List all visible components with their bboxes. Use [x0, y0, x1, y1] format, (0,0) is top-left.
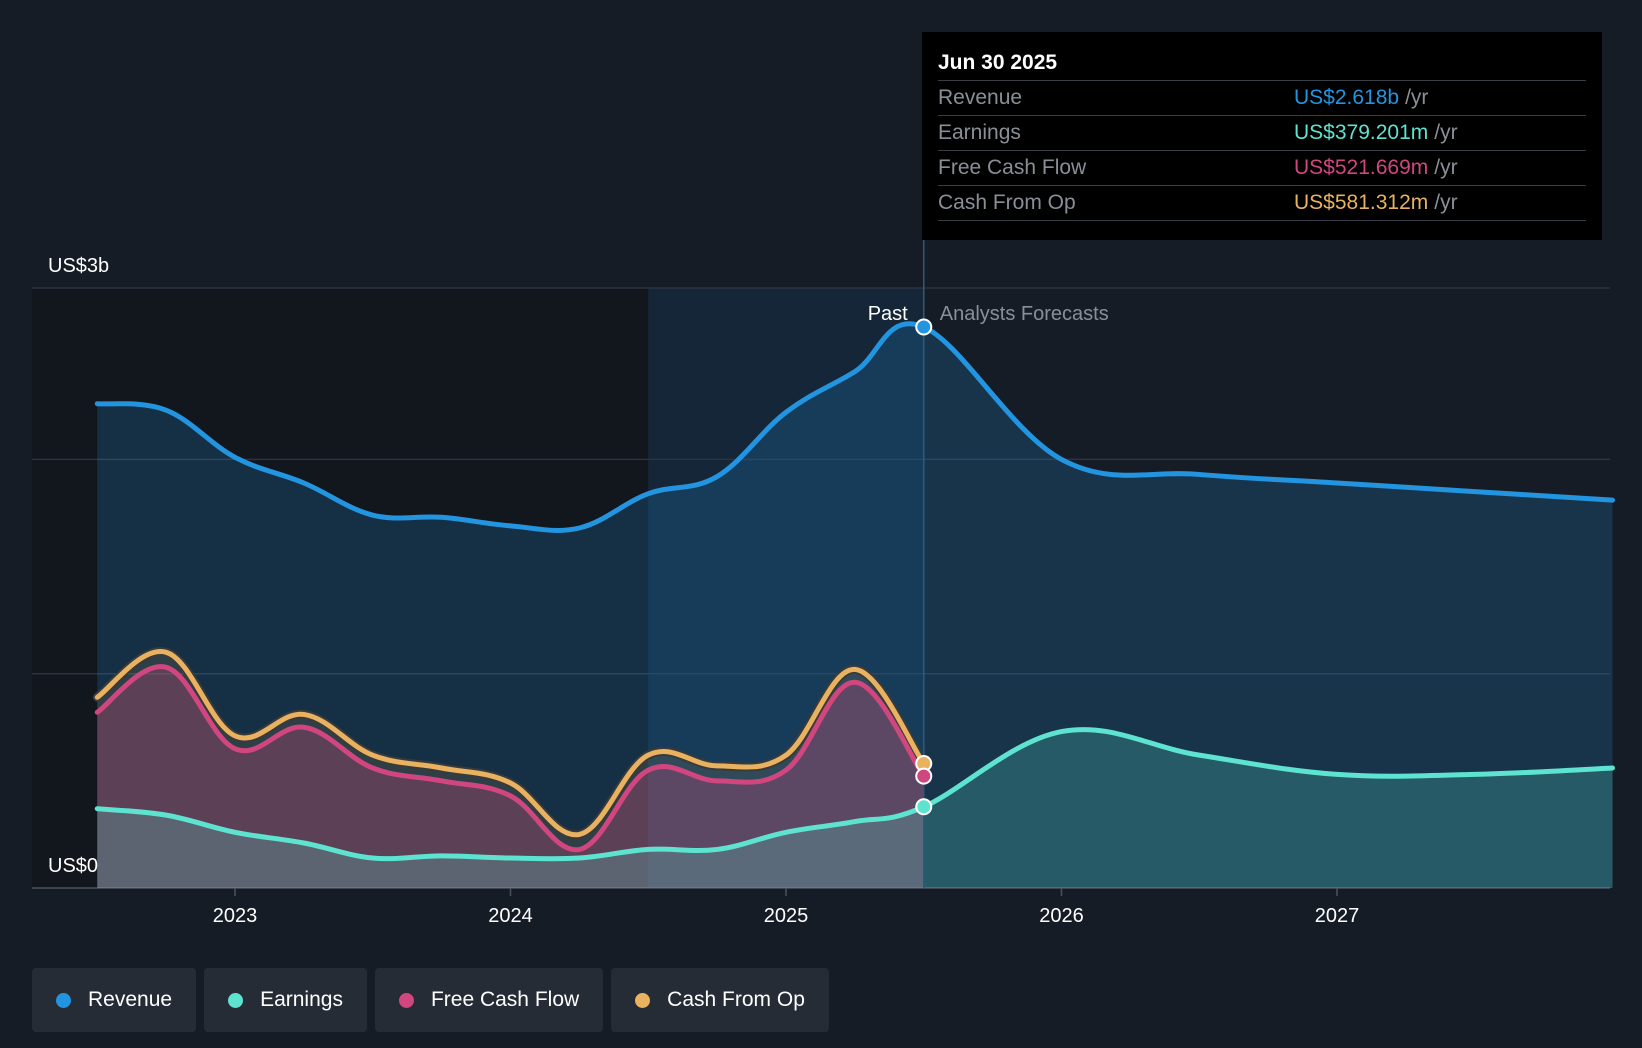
cash-from-op-area	[97, 651, 924, 888]
x-tick-label: 2023	[213, 905, 258, 927]
series-lines	[92, 321, 1615, 862]
x-tick-label: 2025	[764, 905, 809, 927]
legend-label: Free Cash Flow	[430, 988, 580, 1011]
tooltip-label: Revenue	[938, 86, 1023, 109]
revenue-line	[94, 321, 1615, 533]
legend-item-free-cash-flow[interactable]: Free Cash Flow	[374, 968, 604, 1032]
tooltip-row-free-cash-flow: Free Cash Flow US$521.669m /yr	[938, 151, 1586, 186]
legend-item-revenue[interactable]: Revenue	[32, 968, 197, 1032]
cash-from-op-dot-icon	[635, 992, 651, 1008]
tooltip-unit: /yr	[1434, 156, 1458, 179]
tooltip-unit: /yr	[1434, 121, 1458, 144]
tooltip-label: Cash From Op	[938, 191, 1076, 214]
earnings-point	[915, 798, 933, 816]
tooltip-row-earnings: Earnings US$379.201m /yr	[938, 116, 1586, 151]
legend-label: Earnings	[260, 988, 343, 1011]
tooltip-label: Free Cash Flow	[938, 156, 1087, 179]
tooltip-row-revenue: Revenue US$2.618b /yr	[938, 81, 1586, 116]
cash-from-op-line	[94, 649, 927, 838]
x-tick-label: 2024	[488, 905, 533, 927]
earnings-area	[97, 729, 1613, 888]
earnings-dot-icon	[228, 992, 244, 1008]
free-cash-flow-area	[97, 666, 924, 888]
y-axis-top-label: US$3b	[48, 255, 109, 277]
earnings-line	[94, 727, 1615, 862]
legend-item-cash-from-op[interactable]: Cash From Op	[611, 968, 829, 1032]
tooltip-value: US$581.312m	[1294, 191, 1429, 214]
legend-label: Revenue	[88, 988, 173, 1011]
free-cash-flow-point	[915, 767, 933, 785]
data-tooltip: Jun 30 2025 Revenue US$2.618b /yr Earnin…	[922, 32, 1602, 240]
tooltip-value: US$521.669m	[1294, 156, 1429, 179]
tooltip-unit: /yr	[1405, 86, 1429, 109]
highlight-region	[648, 288, 924, 888]
tooltip-value: US$2.618b	[1294, 86, 1400, 109]
free-cash-flow-line	[94, 664, 927, 853]
revenue-point	[915, 318, 933, 336]
legend-item-earnings[interactable]: Earnings	[204, 968, 367, 1032]
tooltip-label: Earnings	[938, 121, 1021, 144]
x-tick-label: 2027	[1315, 905, 1360, 927]
revenue-dot-icon	[56, 992, 71, 1008]
analysts-forecasts-label: Analysts Forecasts	[940, 303, 1109, 325]
series-areas	[97, 323, 1613, 888]
tooltip-row-cash-from-op: Cash From Op US$581.312m /yr	[938, 186, 1586, 221]
past-shading	[32, 288, 924, 888]
chart-legend: Revenue Earnings Free Cash Flow Cash Fro…	[32, 968, 829, 1032]
legend-label: Cash From Op	[667, 988, 805, 1011]
past-label: Past	[868, 303, 908, 325]
y-axis-bottom-label: US$0	[48, 855, 98, 877]
tooltip-value: US$379.201m	[1294, 121, 1429, 144]
free-cash-flow-dot-icon	[398, 992, 414, 1008]
revenue-area	[97, 323, 1613, 888]
gridlines	[32, 287, 1610, 889]
tooltip-unit: /yr	[1434, 191, 1458, 214]
x-axis-ticks: 2023 2024 2025 2026 2027	[213, 888, 1360, 927]
x-tick-label: 2026	[1039, 905, 1084, 927]
tooltip-date: Jun 30 2025	[938, 46, 1586, 81]
highlight-points	[915, 318, 933, 816]
past-region	[32, 288, 649, 888]
